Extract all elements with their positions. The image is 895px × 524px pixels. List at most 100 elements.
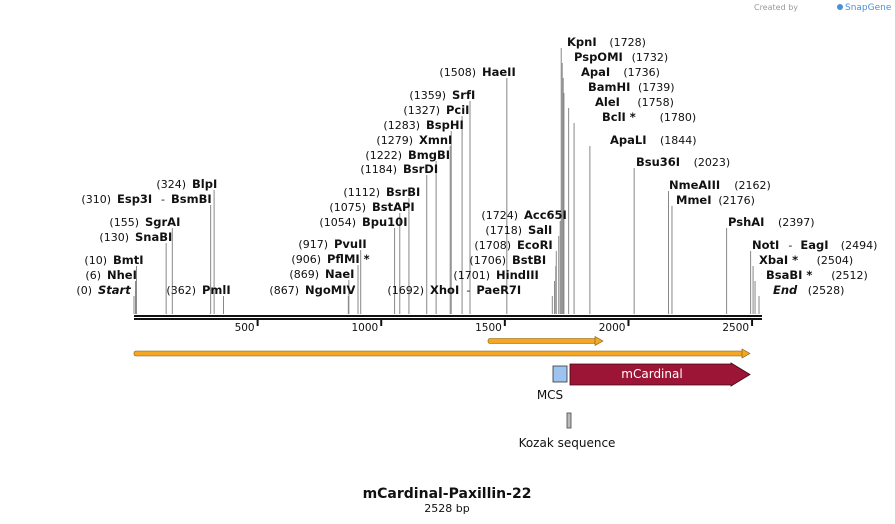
site-position: (1508) — [439, 66, 476, 79]
mcs-label: MCS — [537, 388, 563, 402]
site-labels: BlpI(324)Esp3I(310) - BsmBISgrAI(155)SnaBI… — [76, 35, 877, 297]
site-position: (917) — [298, 238, 328, 251]
site-name-kpni[interactable]: KpnI — [567, 35, 597, 49]
site-name-bstapi[interactable]: BstAPI — [372, 200, 415, 214]
site-name-bcli[interactable]: BclI * — [602, 110, 636, 124]
kozak-feature[interactable] — [566, 412, 572, 429]
site-lines — [133, 48, 760, 314]
axis-tick — [627, 320, 630, 326]
site-name-xhoi[interactable]: XhoI — [430, 283, 459, 297]
site-name-acc65i[interactable]: Acc65I — [524, 208, 567, 222]
site-name-srfi[interactable]: SrfI — [452, 88, 475, 102]
site-name-eagi[interactable]: EagI — [800, 238, 828, 252]
site-name-bsabi[interactable]: BsaBI * — [766, 268, 812, 282]
site-position: (2512) — [831, 269, 868, 282]
site-name-pflmi[interactable]: PflMI * — [327, 252, 370, 266]
site-position: (0) — [76, 284, 92, 297]
site-position: (1222) — [365, 149, 402, 162]
site-name-bsphi[interactable]: BspHI — [426, 118, 464, 132]
site-name-pspomi[interactable]: PspOMI — [574, 50, 623, 64]
site-name-bpu10i[interactable]: Bpu10I — [362, 215, 407, 229]
site-position: (324) — [156, 178, 186, 191]
site-name-bsrbi[interactable]: BsrBI — [386, 185, 420, 199]
site-position: (1283) — [383, 119, 420, 132]
site-name-sali[interactable]: SalI — [528, 223, 552, 237]
axis-tick — [380, 320, 383, 326]
site-name-bstbi[interactable]: BstBI — [512, 253, 546, 267]
site-name-noti[interactable]: NotI — [752, 238, 779, 252]
site-name-snabi[interactable]: SnaBI — [135, 230, 172, 244]
site-name-pcii[interactable]: PciI — [446, 103, 469, 117]
site-name-pmli[interactable]: PmlI — [202, 283, 231, 297]
site-separator: - — [161, 193, 165, 206]
site-name-bsrdi[interactable]: BsrDI — [403, 162, 438, 176]
site-position: (2504) — [817, 254, 854, 267]
plasmid-length: 2528 bp — [424, 502, 469, 515]
site-name-hindiii[interactable]: HindIII — [496, 268, 539, 282]
site-position: (1724) — [481, 209, 518, 222]
site-position: (1718) — [485, 224, 522, 237]
site-separator: - — [788, 239, 792, 252]
site-position: (2528) — [808, 284, 845, 297]
axis-tick-label: 1000 — [351, 322, 378, 334]
axis-tick — [503, 320, 506, 326]
orf-full-arrow[interactable] — [133, 348, 751, 359]
site-name-ngomiv[interactable]: NgoMIV — [305, 283, 355, 297]
mcardinal-feature[interactable] — [569, 362, 751, 387]
sequence-strand-top — [134, 315, 762, 317]
site-position: (1327) — [403, 104, 440, 117]
site-name-xmni[interactable]: XmnI — [419, 133, 452, 147]
site-name-naei[interactable]: NaeI — [325, 267, 354, 281]
site-name-bmti[interactable]: BmtI — [113, 253, 144, 267]
site-name-start[interactable]: Start — [98, 283, 131, 297]
snapgene-logo: SnapGene — [845, 3, 892, 13]
orf-short-arrow[interactable] — [487, 335, 604, 347]
axis-tick — [256, 320, 259, 326]
site-position: (867) — [269, 284, 299, 297]
site-name-bmgbi[interactable]: BmgBI — [408, 148, 450, 162]
site-name-sgrai[interactable]: SgrAI — [145, 215, 180, 229]
site-position: (906) — [291, 253, 321, 266]
site-name-apai[interactable]: ApaI — [581, 65, 610, 79]
site-name-haeii[interactable]: HaeII — [482, 65, 516, 79]
site-position: (1780) — [660, 111, 697, 124]
site-position: (1075) — [329, 201, 366, 214]
site-name-pvuii[interactable]: PvuII — [334, 237, 367, 251]
site-name-bsmbi[interactable]: BsmBI — [171, 192, 212, 206]
site-position: (1184) — [360, 163, 397, 176]
site-position: (1739) — [638, 81, 675, 94]
site-position: (2162) — [734, 179, 771, 192]
site-position: (2176) — [718, 194, 755, 207]
site-position: (1708) — [474, 239, 511, 252]
axis-tick-label: 500 — [235, 322, 255, 334]
axis-tick — [751, 320, 754, 326]
axis-tick-label: 2000 — [599, 322, 626, 334]
site-position: (1728) — [609, 36, 646, 49]
site-position: (155) — [109, 216, 139, 229]
site-name-xbai[interactable]: XbaI * — [759, 253, 798, 267]
site-name-pshai[interactable]: PshAI — [728, 215, 764, 229]
site-position: (1112) — [343, 186, 380, 199]
plasmid-title: mCardinal-Paxillin-22 — [363, 486, 532, 502]
site-position: (1732) — [632, 51, 669, 64]
site-name-paer7i[interactable]: PaeR7I — [476, 283, 521, 297]
site-name-blpi[interactable]: BlpI — [192, 177, 217, 191]
site-name-esp3i[interactable]: Esp3I — [117, 192, 152, 206]
site-position: (10) — [84, 254, 107, 267]
site-separator: - — [466, 284, 470, 297]
site-position: (130) — [99, 231, 129, 244]
site-name-nhei[interactable]: NheI — [107, 268, 137, 282]
site-name-end[interactable]: End — [773, 283, 798, 297]
site-name-bsu36i[interactable]: Bsu36I — [636, 155, 680, 169]
mcs-feature[interactable] — [552, 365, 568, 383]
mcardinal-label: mCardinal — [621, 367, 682, 381]
site-name-mmei[interactable]: MmeI — [676, 193, 712, 207]
site-position: (1758) — [637, 96, 674, 109]
site-name-bamhi[interactable]: BamHI — [588, 80, 630, 94]
site-name-ecori[interactable]: EcoRI — [517, 238, 553, 252]
site-position: (2397) — [778, 216, 815, 229]
created-by-text: Created by — [754, 3, 798, 12]
site-name-apali[interactable]: ApaLI — [610, 133, 647, 147]
site-name-nmeaiii[interactable]: NmeAIII — [669, 178, 720, 192]
site-name-alei[interactable]: AleI — [595, 95, 620, 109]
